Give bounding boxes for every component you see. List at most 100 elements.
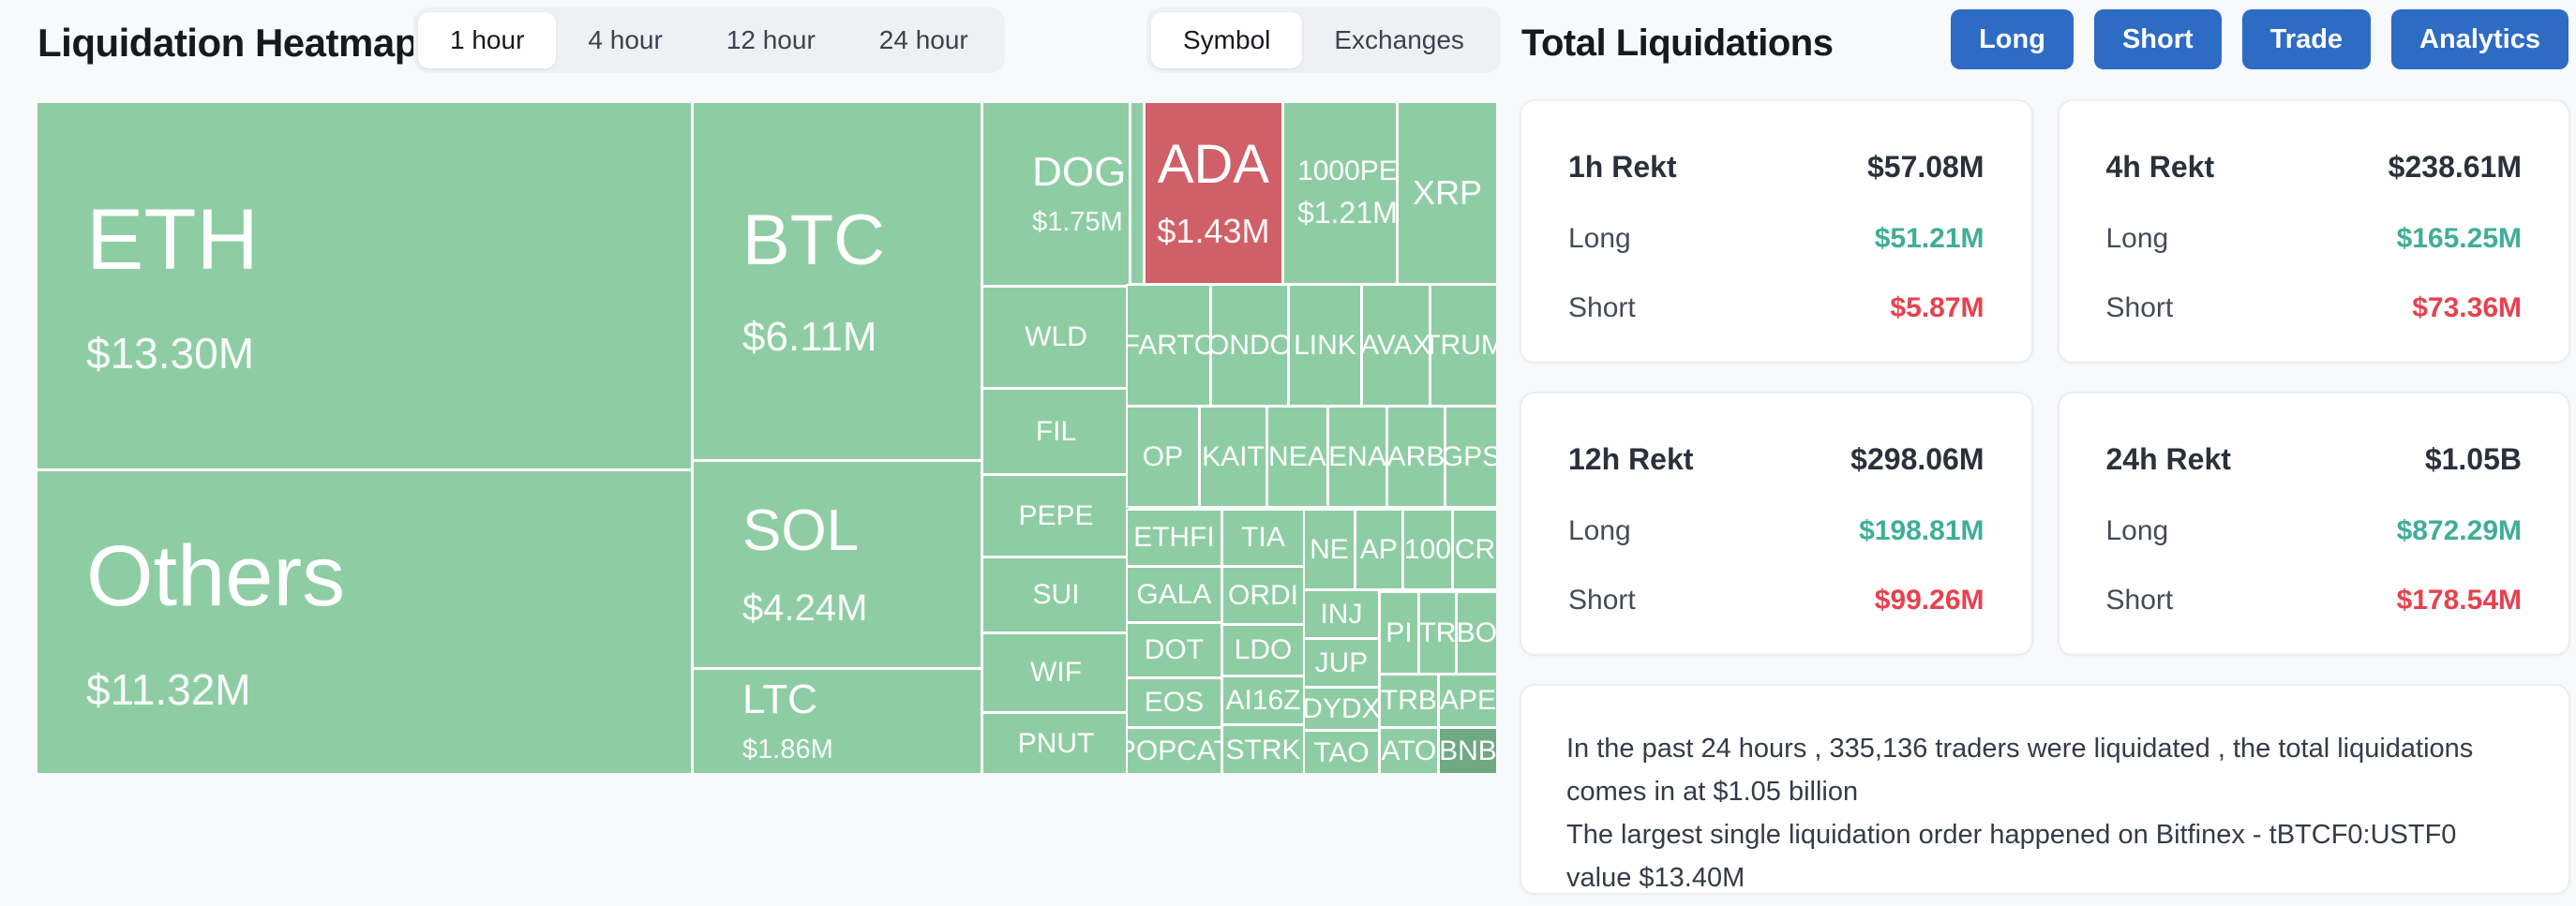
cell-symbol: LTC [742, 676, 817, 723]
treemap-cell-tao[interactable]: TAO [1305, 732, 1378, 773]
cell-symbol: AI16Z [1225, 684, 1301, 716]
cell-symbol: BO [1457, 617, 1496, 649]
page-title: Liquidation Heatmap [37, 21, 418, 65]
tab-4-hour[interactable]: 4 hour [588, 25, 663, 54]
treemap-cell-link[interactable]: LINK [1289, 285, 1360, 405]
cell-symbol: JUP [1314, 646, 1369, 678]
treemap-cell-ondo[interactable]: ONDO [1212, 285, 1287, 405]
card-title: 24h Rekt [2105, 442, 2231, 476]
tab-1-hour[interactable]: 1 hour [418, 12, 557, 68]
cell-symbol: EOS [1144, 687, 1205, 719]
treemap-cell-dot[interactable]: DOT [1127, 623, 1221, 676]
analytics-button[interactable]: Analytics [2391, 9, 2569, 69]
tab-12-hour[interactable]: 12 hour [726, 25, 816, 54]
treemap-cell-gala[interactable]: GALA [1127, 567, 1221, 621]
summary-line-2: The largest single liquidation order hap… [1566, 820, 2457, 893]
treemap-cell-ordi[interactable]: ORDI [1223, 567, 1303, 623]
treemap-cell-ltc[interactable]: LTC $1.86M [694, 670, 981, 773]
treemap-cell-bo[interactable]: BO [1457, 593, 1496, 674]
treemap-cell-others[interactable]: Others $11.32M [37, 471, 692, 773]
treemap-cell-1000pepe[interactable]: 1000PEPE $1.21M [1284, 103, 1397, 283]
treemap-cell-bnb[interactable]: BNB [1439, 729, 1496, 773]
cell-symbol: POPCAT [1128, 735, 1221, 766]
treemap-cell-ethfi[interactable]: ETHFI [1127, 511, 1221, 565]
treemap-cell-jup[interactable]: JUP [1305, 640, 1378, 686]
short-label: Short [2105, 292, 2174, 323]
short-button[interactable]: Short [2093, 9, 2222, 69]
cell-symbol: TRUM [1431, 329, 1496, 361]
treemap-cell-doge[interactable]: DOGE $1.75M [983, 103, 1130, 285]
short-value: $73.36M [2412, 292, 2522, 323]
long-value: $198.81M [1859, 514, 1984, 546]
treemap-cell-sui[interactable]: SUI [983, 557, 1130, 631]
treemap-cell-ena[interactable]: ENA [1328, 407, 1386, 506]
treemap-cell-pepe[interactable]: PEPE [983, 475, 1130, 556]
card-12h-rekt: 12h Rekt $298.06M Long $198.81M Short $9… [1520, 392, 2033, 656]
cell-symbol: PI [1385, 617, 1413, 649]
treemap-cell-xrp[interactable]: XRP [1399, 103, 1496, 283]
cell-value: $6.11M [742, 313, 877, 360]
cell-symbol: GALA [1136, 578, 1212, 610]
treemap-cell-avax[interactable]: AVAX [1362, 285, 1429, 405]
treemap-cell-fartc[interactable]: FARTC [1127, 285, 1209, 405]
treemap-cell-strk[interactable]: STRK [1223, 726, 1303, 773]
cell-symbol: BTC [742, 201, 886, 281]
treemap-cell-wif[interactable]: WIF [983, 633, 1130, 711]
treemap-cell-100[interactable]: 100 [1403, 511, 1451, 588]
cell-symbol: KAIT [1202, 440, 1265, 472]
cell-symbol: 1000PEPE [1297, 155, 1397, 186]
treemap-cell-arb[interactable]: ARB [1388, 407, 1444, 506]
cell-symbol: LDO [1234, 634, 1293, 666]
treemap-cell-tia[interactable]: TIA [1223, 511, 1303, 565]
cell-symbol: TRB [1380, 685, 1437, 717]
treemap-cell-gps[interactable]: GPS [1445, 407, 1496, 506]
cell-symbol: NEA [1268, 440, 1326, 472]
treemap-cell-dydx[interactable]: DYDX [1305, 688, 1378, 729]
treemap-cell-tr[interactable]: TR [1419, 593, 1455, 674]
time-range-control: 1 hour 4 hour 12 hour 24 hour [413, 7, 1005, 73]
treemap-cell-ai16z[interactable]: AI16Z [1223, 676, 1303, 723]
tab-24-hour[interactable]: 24 hour [878, 25, 968, 54]
treemap-cell-sol[interactable]: SOL $4.24M [694, 462, 981, 668]
treemap-cell-op[interactable]: OP [1127, 407, 1198, 506]
card-title: 1h Rekt [1568, 150, 1677, 184]
card-total: $238.61M [2388, 150, 2522, 184]
treemap-cell-pi[interactable]: PI [1380, 593, 1417, 674]
cell-symbol: ENA [1328, 440, 1386, 472]
treemap-cell-ne[interactable]: NE [1305, 511, 1354, 588]
treemap-cell-fil[interactable]: FIL [983, 390, 1130, 474]
cell-symbol: OP [1142, 440, 1184, 472]
tab-exchanges[interactable]: Exchanges [1334, 25, 1464, 54]
treemap-cell-ldo[interactable]: LDO [1223, 625, 1303, 675]
treemap-cell-sliver[interactable] [1131, 103, 1143, 283]
cell-symbol: APE [1439, 685, 1496, 717]
treemap-cell-btc[interactable]: BTC $6.11M [694, 103, 981, 460]
trade-button[interactable]: Trade [2241, 9, 2372, 69]
long-button[interactable]: Long [1951, 9, 2074, 69]
treemap-cell-kait[interactable]: KAIT [1201, 407, 1266, 506]
action-buttons: Long Short Trade Analytics [1951, 9, 2569, 69]
treemap-cell-trum[interactable]: TRUM [1431, 285, 1496, 405]
treemap-cell-ape[interactable]: APE [1439, 675, 1496, 726]
cell-value: $1.86M [742, 734, 833, 765]
treemap-cell-popcat[interactable]: POPCAT [1127, 729, 1221, 773]
treemap-cell-eos[interactable]: EOS [1127, 678, 1221, 726]
view-mode-control: Symbol Exchanges [1146, 7, 1501, 73]
cell-value: $11.32M [86, 664, 251, 714]
treemap-cell-pnut[interactable]: PNUT [983, 714, 1130, 773]
treemap-cell-trb[interactable]: TRB [1380, 675, 1437, 726]
treemap-cell-inj[interactable]: INJ [1305, 591, 1378, 637]
treemap-cell-ap[interactable]: AP [1355, 511, 1401, 588]
treemap-cell-ada[interactable]: ADA $1.43M [1145, 103, 1281, 283]
tab-symbol[interactable]: Symbol [1151, 12, 1303, 68]
cell-symbol: FARTC [1127, 329, 1209, 361]
short-label: Short [1568, 585, 1636, 616]
short-label: Short [2105, 585, 2174, 616]
treemap-cell-eth[interactable]: ETH $13.30M [37, 103, 692, 469]
treemap-cell-cr[interactable]: CR [1454, 511, 1496, 588]
cell-symbol: ETHFI [1133, 522, 1215, 554]
treemap-cell-ato[interactable]: ATO [1380, 729, 1437, 773]
treemap-cell-nea[interactable]: NEA [1267, 407, 1326, 506]
treemap-cell-wld[interactable]: WLD [983, 287, 1130, 387]
cell-symbol: WLD [1025, 321, 1087, 353]
